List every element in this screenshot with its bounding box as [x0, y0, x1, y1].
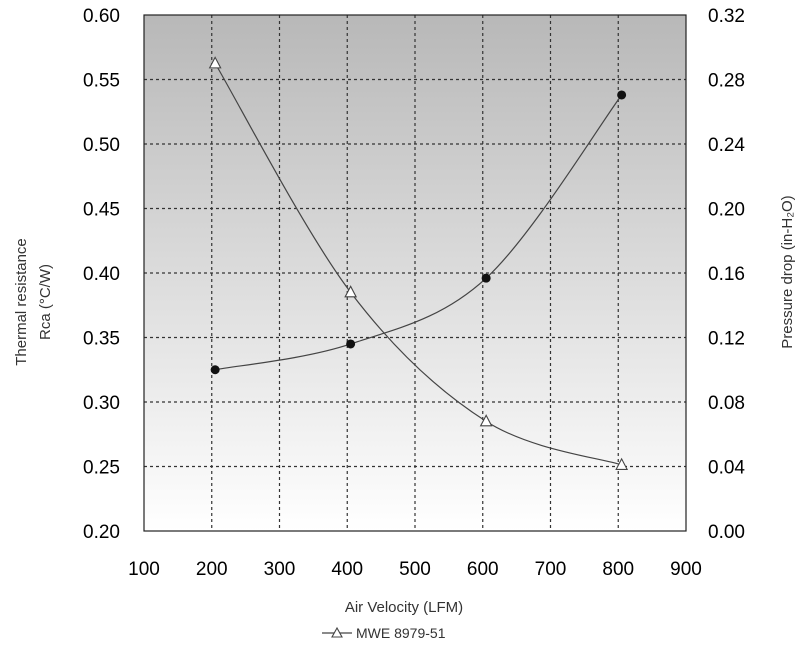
series-layer: [208, 56, 629, 470]
series-line-2: [214, 63, 622, 466]
y-left-tick-label: 0.60: [83, 6, 120, 27]
y-right-axis-ticks: 0.00 0.04 0.08 0.12 0.16 0.20 0.24 0.28 0.32: [708, 6, 745, 543]
x-tick-label: 700: [535, 559, 567, 580]
y-right-tick-label: 0.08: [708, 393, 745, 414]
data-point-triangle: [344, 285, 358, 298]
y-right-tick-label: 0.00: [708, 522, 745, 543]
x-tick-label: 900: [670, 559, 702, 580]
data-point-triangle: [615, 457, 629, 470]
y-left-tick-label: 0.20: [83, 522, 120, 543]
y-right-tick-label: 0.16: [708, 264, 745, 285]
data-point-circle: [481, 273, 491, 283]
x-axis-label: Air Velocity (LFM): [345, 599, 463, 616]
y-left-tick-label: 0.45: [83, 200, 120, 221]
y-right-tick-label: 0.12: [708, 329, 745, 350]
y-right-tick-label: 0.28: [708, 71, 745, 92]
legend-triangle-marker: [331, 626, 343, 638]
y-left-tick-label: 0.25: [83, 458, 120, 479]
x-tick-label: 600: [467, 559, 499, 580]
data-point-circle: [617, 90, 627, 100]
data-point-circle: [210, 365, 220, 375]
y-left-axis-ticks: 0.20 0.25 0.30 0.35 0.40 0.45 0.50 0.55 0.60: [83, 6, 120, 543]
y-left-axis-label-line2: Rca (°C/W): [37, 264, 54, 340]
y-left-tick-label: 0.55: [83, 71, 120, 92]
y-right-tick-label: 0.20: [708, 200, 745, 221]
y-left-axis-label-line1: Thermal resistance: [13, 238, 30, 366]
data-point-triangle: [479, 414, 493, 427]
y-left-tick-label: 0.30: [83, 393, 120, 414]
data-point-triangle: [208, 56, 222, 69]
y-right-tick-label: 0.24: [708, 135, 745, 156]
x-tick-label: 500: [399, 559, 431, 580]
data-point-circle: [346, 339, 356, 349]
legend-entry-label: MWE 8979-51: [356, 625, 446, 641]
grid: [144, 15, 686, 531]
y-right-tick-label: 0.32: [708, 6, 745, 27]
y-right-axis-label: Pressure drop (in-H₂O): [779, 195, 796, 348]
legend: MWE 8979-51: [322, 625, 446, 641]
y-left-tick-label: 0.50: [83, 135, 120, 156]
x-tick-label: 800: [602, 559, 634, 580]
y-left-tick-label: 0.35: [83, 329, 120, 350]
x-tick-label: 300: [264, 559, 296, 580]
x-tick-label: 100: [128, 559, 160, 580]
x-tick-label: 200: [196, 559, 228, 580]
plot-frame: [143, 14, 687, 532]
y-right-tick-label: 0.04: [708, 458, 745, 479]
x-tick-label: 400: [331, 559, 363, 580]
x-axis-ticks: 100 200 300 400 500 600 700 800 900: [128, 559, 702, 580]
y-left-tick-label: 0.40: [83, 264, 120, 285]
series-line-1: [215, 94, 623, 371]
